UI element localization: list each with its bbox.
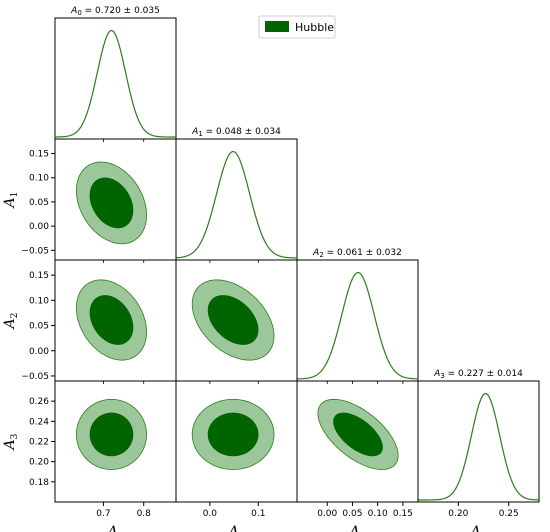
- contour-1sigma-a1-a3: [207, 412, 259, 457]
- y-axis-label-a2: A2: [2, 313, 20, 331]
- title-a1: A1 = 0.048 ± 0.034: [191, 127, 281, 138]
- title-a0: A0 = 0.720 ± 0.035: [70, 6, 160, 17]
- x-tick-label-a2-2: 0.10: [368, 509, 388, 519]
- y-tick-label-a3-2: 0.22: [29, 438, 49, 448]
- y-tick-label-a1-3: 0.10: [29, 174, 49, 184]
- legend-label-hubble: Hubble: [295, 21, 334, 34]
- y-tick-label-a1-1: 0.00: [29, 222, 49, 232]
- legend: Hubble: [258, 15, 336, 39]
- x-axis-label-a2: A2: [348, 524, 366, 532]
- x-tick-label-a0-0: 0.7: [96, 509, 110, 519]
- marginal-curve-a2: [296, 271, 419, 380]
- y-tick-label-a3-0: 0.18: [29, 478, 49, 488]
- marginal-curve-a0: [54, 29, 176, 138]
- y-tick-label-a2-1: 0.00: [29, 347, 49, 357]
- y-tick-label-a2-2: 0.05: [29, 322, 49, 332]
- x-tick-label-a3-0: 0.20: [448, 509, 468, 519]
- legend-swatch-hubble: [265, 21, 289, 32]
- x-tick-label-a1-0: 0.0: [203, 509, 218, 519]
- x-tick-label-a0-1: 0.8: [137, 509, 152, 519]
- panel-frame-diag-1: [175, 138, 298, 261]
- contour-1sigma-a0-a1: [89, 177, 134, 229]
- x-tick-label-a3-1: 0.25: [499, 509, 519, 519]
- panel-frame-a2-a3: [296, 380, 419, 503]
- y-tick-label-a3-4: 0.26: [29, 397, 49, 407]
- y-tick-label-a3-3: 0.24: [29, 417, 49, 427]
- y-axis-label-a1: A1: [2, 192, 20, 210]
- contour-1sigma-a2-a3: [333, 412, 383, 457]
- x-tick-label-a2-0: 0.00: [317, 509, 337, 519]
- y-tick-label-a2-4: 0.15: [29, 271, 49, 281]
- x-axis-label-a3: A3: [469, 524, 487, 532]
- x-tick-label-a2-1: 0.05: [342, 509, 362, 519]
- contour-1sigma-a0-a2: [89, 295, 134, 345]
- y-tick-label-a2-0: −0.05: [21, 372, 49, 382]
- y-tick-label-a1-4: 0.15: [29, 150, 49, 160]
- contour-1sigma-a1-a2: [207, 295, 259, 345]
- y-tick-label-a1-2: 0.05: [29, 198, 49, 208]
- marginal-curve-a1: [175, 150, 298, 259]
- panel-frame-diag-3: [417, 380, 540, 503]
- x-axis-label-a0: A0: [106, 524, 124, 532]
- title-a2: A2 = 0.061 ± 0.032: [312, 248, 402, 259]
- x-axis-label-a1: A1: [227, 524, 245, 532]
- marginal-curve-a3: [418, 392, 540, 501]
- x-tick-label-a1-1: 0.1: [251, 509, 265, 519]
- title-a3: A3 = 0.227 ± 0.014: [433, 369, 523, 380]
- y-tick-label-a3-1: 0.20: [29, 458, 49, 468]
- y-tick-label-a1-0: −0.05: [21, 246, 49, 256]
- x-tick-label-a2-3: 0.15: [393, 509, 413, 519]
- contour-1sigma-a0-a3: [89, 412, 134, 457]
- y-tick-label-a2-3: 0.10: [29, 296, 49, 306]
- panel-frame-diag-2: [296, 259, 419, 382]
- y-axis-label-a3: A3: [2, 433, 20, 451]
